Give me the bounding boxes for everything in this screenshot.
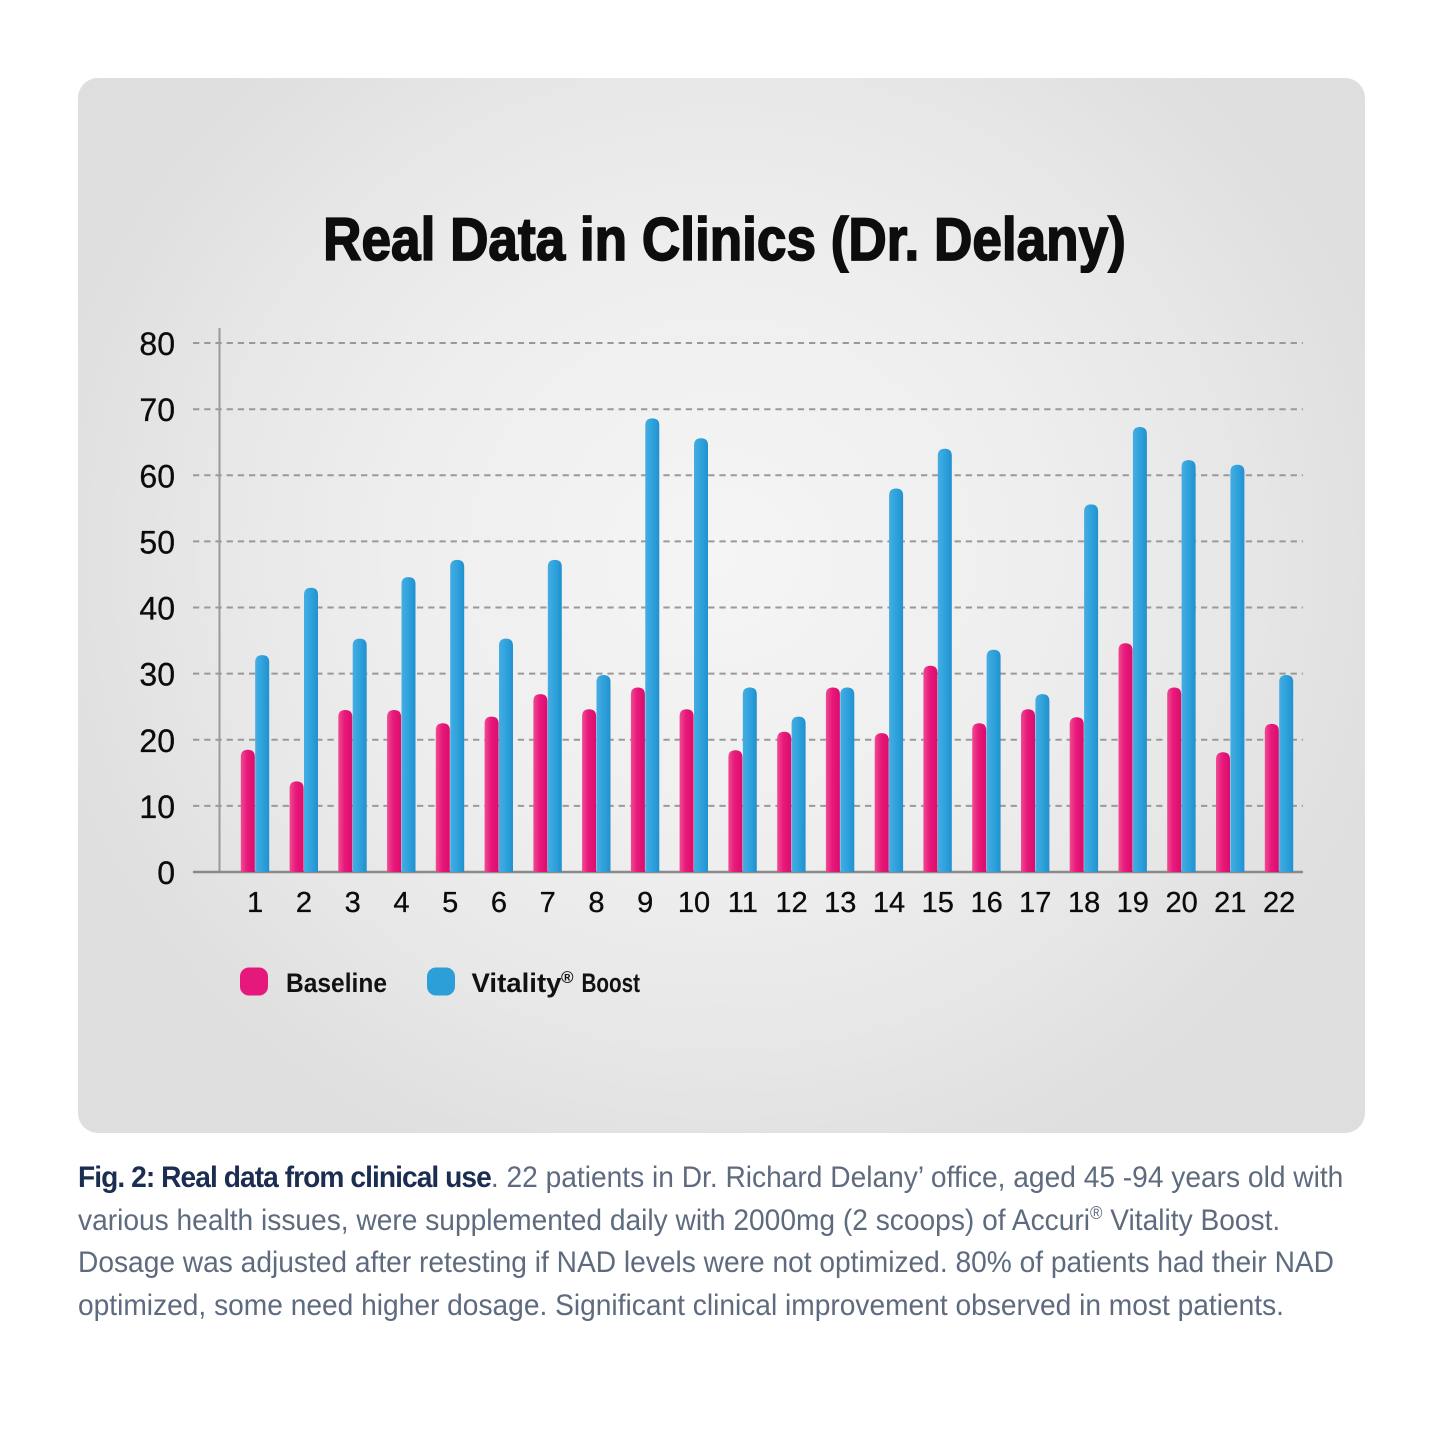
svg-text:5: 5 xyxy=(442,887,458,919)
svg-text:17: 17 xyxy=(1019,887,1051,919)
svg-text:14: 14 xyxy=(873,887,905,919)
svg-text:80: 80 xyxy=(139,326,175,362)
svg-text:0: 0 xyxy=(157,855,175,891)
svg-text:50: 50 xyxy=(139,524,175,560)
svg-text:18: 18 xyxy=(1068,887,1100,919)
svg-text:13: 13 xyxy=(824,887,856,919)
svg-text:30: 30 xyxy=(139,657,175,693)
svg-text:2: 2 xyxy=(296,887,312,919)
svg-text:21: 21 xyxy=(1214,887,1246,919)
svg-text:Vitality: Vitality xyxy=(472,968,562,998)
svg-text:20: 20 xyxy=(139,723,175,759)
svg-text:19: 19 xyxy=(1117,887,1149,919)
svg-text:22: 22 xyxy=(1263,887,1295,919)
svg-text:Baseline: Baseline xyxy=(286,968,387,998)
svg-text:1: 1 xyxy=(247,887,263,919)
svg-text:®: ® xyxy=(561,968,574,987)
svg-text:60: 60 xyxy=(139,458,175,494)
svg-text:8: 8 xyxy=(588,887,604,919)
svg-text:7: 7 xyxy=(540,887,556,919)
svg-text:Boost: Boost xyxy=(582,968,641,998)
svg-text:4: 4 xyxy=(393,887,409,919)
svg-text:15: 15 xyxy=(922,887,954,919)
svg-text:40: 40 xyxy=(139,591,175,627)
svg-text:6: 6 xyxy=(491,887,507,919)
svg-text:16: 16 xyxy=(970,887,1002,919)
svg-text:20: 20 xyxy=(1165,887,1197,919)
svg-text:10: 10 xyxy=(139,789,175,825)
svg-text:70: 70 xyxy=(139,392,175,428)
svg-text:10: 10 xyxy=(678,887,710,919)
svg-text:9: 9 xyxy=(637,887,653,919)
svg-text:3: 3 xyxy=(345,887,361,919)
svg-text:11: 11 xyxy=(728,887,758,919)
svg-text:12: 12 xyxy=(775,887,807,919)
